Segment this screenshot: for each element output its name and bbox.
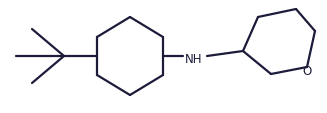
Text: O: O — [302, 65, 312, 78]
Text: NH: NH — [185, 53, 203, 66]
